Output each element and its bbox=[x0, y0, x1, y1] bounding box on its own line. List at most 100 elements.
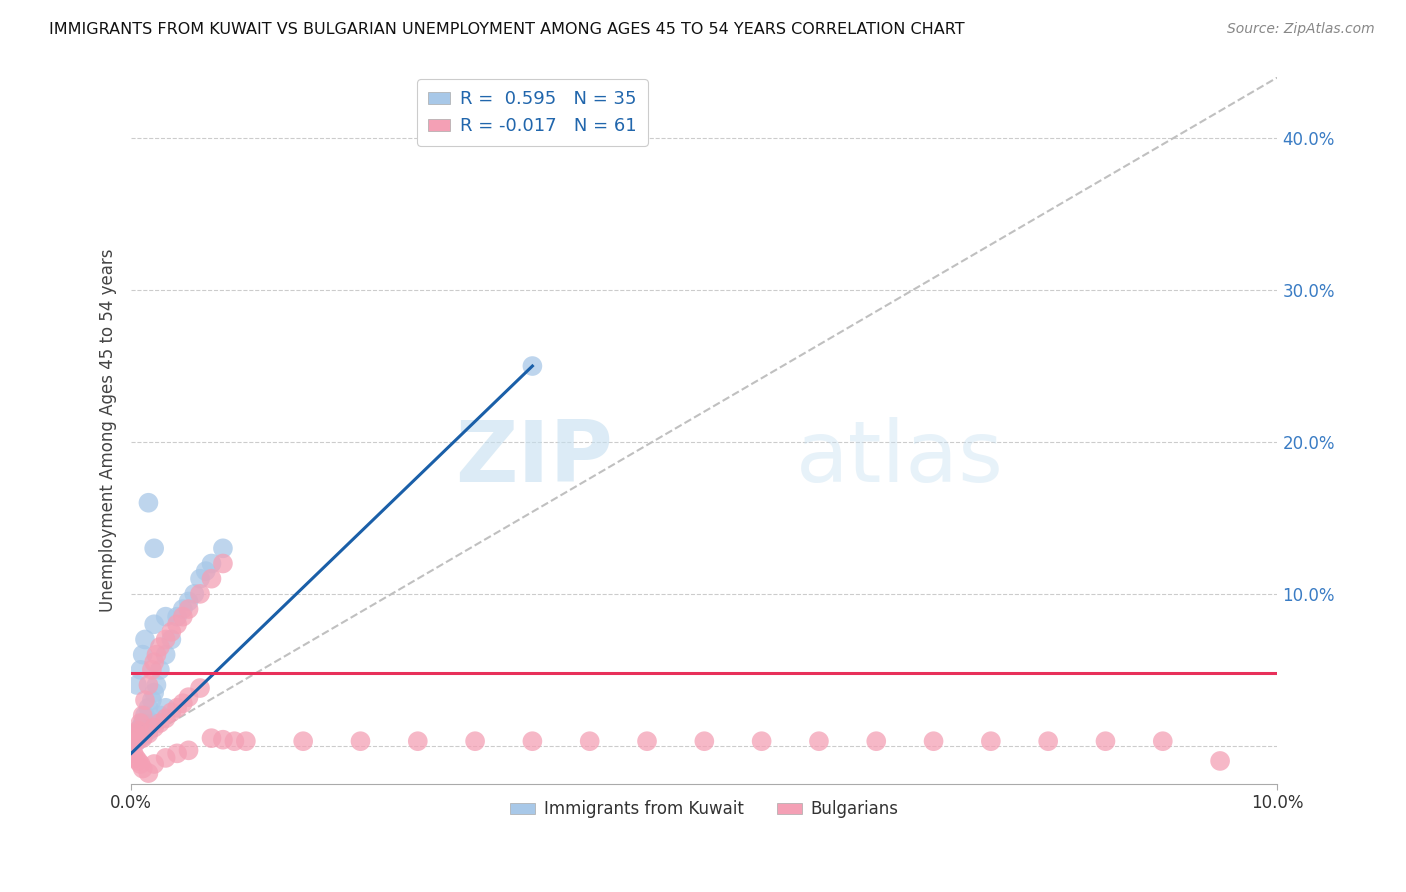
Point bbox=[138, 700, 160, 714]
Point bbox=[132, 708, 155, 723]
Point bbox=[122, 731, 145, 746]
Text: atlas: atlas bbox=[796, 417, 1004, 500]
Point bbox=[693, 734, 716, 748]
Point bbox=[224, 734, 246, 748]
Point bbox=[125, 726, 148, 740]
Point bbox=[125, 678, 148, 692]
Point bbox=[129, 716, 152, 731]
Point bbox=[143, 617, 166, 632]
Point bbox=[464, 734, 486, 748]
Point bbox=[155, 632, 177, 647]
Point bbox=[177, 743, 200, 757]
Point bbox=[578, 734, 600, 748]
Point bbox=[143, 541, 166, 556]
Point bbox=[138, 496, 160, 510]
Point bbox=[922, 734, 945, 748]
Point bbox=[292, 734, 315, 748]
Point bbox=[132, 716, 155, 731]
Point bbox=[188, 572, 211, 586]
Point bbox=[129, 756, 152, 771]
Point bbox=[160, 624, 183, 639]
Point bbox=[172, 602, 194, 616]
Point bbox=[122, 747, 145, 761]
Text: ZIP: ZIP bbox=[456, 417, 613, 500]
Point bbox=[166, 617, 188, 632]
Point bbox=[129, 663, 152, 677]
Point bbox=[155, 751, 177, 765]
Point bbox=[807, 734, 830, 748]
Point bbox=[172, 696, 194, 710]
Point bbox=[160, 706, 183, 720]
Point bbox=[194, 564, 217, 578]
Point bbox=[212, 732, 235, 747]
Point bbox=[200, 731, 222, 746]
Point bbox=[141, 693, 163, 707]
Point bbox=[127, 723, 149, 738]
Point bbox=[1036, 734, 1059, 748]
Point bbox=[212, 541, 235, 556]
Point bbox=[132, 730, 155, 744]
Point bbox=[522, 359, 544, 373]
Point bbox=[751, 734, 773, 748]
Point bbox=[155, 711, 177, 725]
Point bbox=[143, 716, 166, 731]
Point bbox=[122, 731, 145, 746]
Point bbox=[155, 648, 177, 662]
Point bbox=[149, 663, 172, 677]
Point bbox=[155, 700, 177, 714]
Text: Source: ZipAtlas.com: Source: ZipAtlas.com bbox=[1227, 22, 1375, 37]
Point bbox=[125, 726, 148, 740]
Point bbox=[143, 721, 166, 735]
Point bbox=[177, 690, 200, 705]
Point bbox=[406, 734, 429, 748]
Point bbox=[143, 756, 166, 771]
Point bbox=[1152, 734, 1174, 748]
Legend: Immigrants from Kuwait, Bulgarians: Immigrants from Kuwait, Bulgarians bbox=[503, 794, 905, 825]
Point bbox=[125, 734, 148, 748]
Y-axis label: Unemployment Among Ages 45 to 54 years: Unemployment Among Ages 45 to 54 years bbox=[100, 249, 117, 612]
Point bbox=[138, 678, 160, 692]
Point bbox=[143, 655, 166, 669]
Point bbox=[141, 663, 163, 677]
Point bbox=[143, 685, 166, 699]
Point bbox=[212, 557, 235, 571]
Point bbox=[177, 594, 200, 608]
Point bbox=[149, 708, 172, 723]
Point bbox=[980, 734, 1002, 748]
Point bbox=[200, 572, 222, 586]
Point bbox=[129, 721, 152, 735]
Point bbox=[127, 754, 149, 768]
Point bbox=[636, 734, 658, 748]
Point bbox=[125, 751, 148, 765]
Point bbox=[134, 693, 156, 707]
Point bbox=[177, 602, 200, 616]
Point bbox=[188, 587, 211, 601]
Point bbox=[134, 708, 156, 723]
Point bbox=[349, 734, 371, 748]
Point bbox=[183, 587, 205, 601]
Point bbox=[166, 747, 188, 761]
Point bbox=[149, 640, 172, 654]
Text: IMMIGRANTS FROM KUWAIT VS BULGARIAN UNEMPLOYMENT AMONG AGES 45 TO 54 YEARS CORRE: IMMIGRANTS FROM KUWAIT VS BULGARIAN UNEM… bbox=[49, 22, 965, 37]
Point bbox=[145, 678, 167, 692]
Point bbox=[166, 700, 188, 714]
Point bbox=[160, 632, 183, 647]
Point bbox=[132, 648, 155, 662]
Point bbox=[1094, 734, 1116, 748]
Point bbox=[145, 648, 167, 662]
Point bbox=[188, 681, 211, 695]
Point bbox=[132, 731, 155, 746]
Point bbox=[125, 734, 148, 748]
Point bbox=[166, 609, 188, 624]
Point bbox=[134, 632, 156, 647]
Point bbox=[149, 716, 172, 731]
Point bbox=[172, 609, 194, 624]
Point bbox=[138, 726, 160, 740]
Point bbox=[865, 734, 887, 748]
Point bbox=[138, 723, 160, 738]
Point bbox=[1209, 754, 1232, 768]
Point bbox=[200, 557, 222, 571]
Point bbox=[235, 734, 257, 748]
Point bbox=[138, 766, 160, 780]
Point bbox=[155, 609, 177, 624]
